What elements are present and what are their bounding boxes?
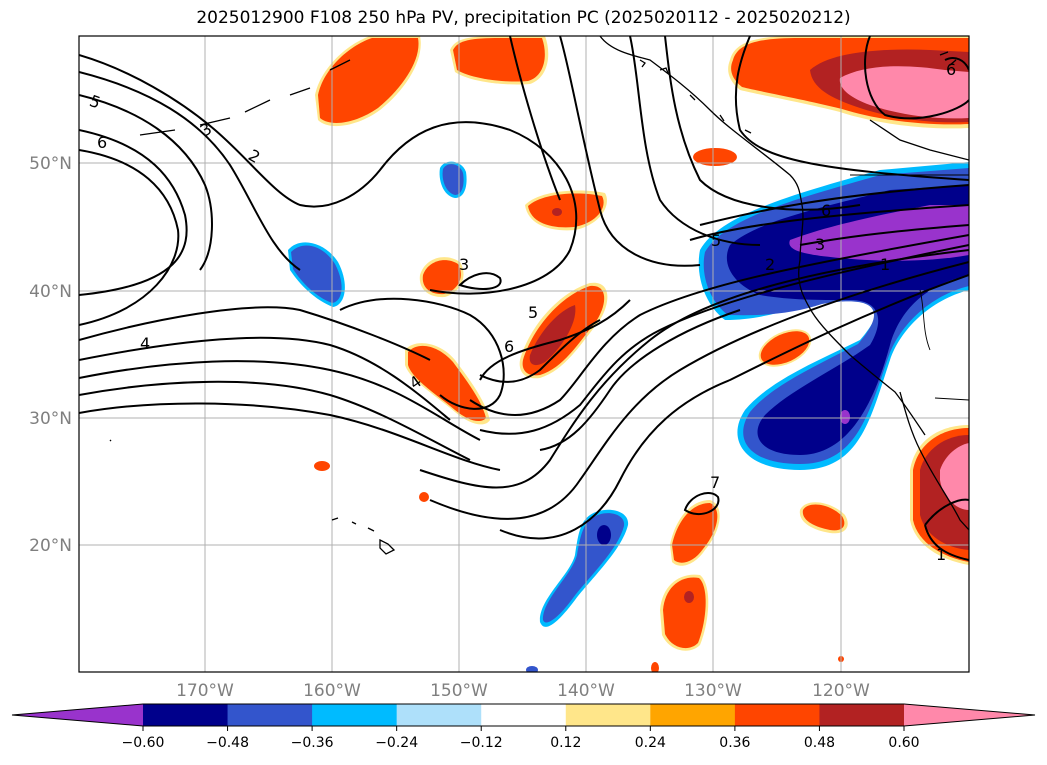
colorbar-tick-label: 0.24 (635, 735, 666, 751)
colorbar-tick-label: 0.60 (888, 735, 919, 751)
contour-label: 6 (97, 133, 107, 152)
contour-label: 1 (936, 545, 946, 564)
lat-label-40n: 40°N (29, 282, 72, 302)
colorbar: −0.60 −0.48 −0.36 −0.24 −0.12 0.12 0.24 0.36 0.4… (11, 703, 1036, 751)
colorbar-tick-label: 0.36 (719, 735, 750, 751)
latitude-labels: 50°N 40°N 30°N 20°N (29, 154, 72, 556)
contour-label: 2 (765, 255, 775, 274)
colorbar-segment (734, 704, 820, 726)
colorbar-segment (650, 704, 736, 726)
coastlines (109, 36, 969, 555)
lon-label-130w: 130°W (684, 681, 742, 701)
colorbar-tick-label: 0.48 (804, 735, 835, 751)
contour-label: 6 (504, 337, 514, 356)
colorbar-extend-low (12, 704, 143, 726)
contour-label: 5 (711, 231, 721, 250)
lon-label-170w: 170°W (176, 681, 234, 701)
lon-label-150w: 150°W (430, 681, 488, 701)
pv-contours (79, 36, 969, 561)
map-title: 2025012900 F108 250 hPa PV, precipitatio… (196, 8, 851, 28)
colorbar-tick-label: −0.12 (460, 735, 503, 751)
colorbar-segment (819, 704, 905, 726)
colorbar-segment (227, 704, 313, 726)
contour-label: 5 (528, 303, 538, 322)
contour-label: 4 (140, 334, 150, 353)
colorbar-tick-label: 0.12 (550, 735, 581, 751)
colorbar-tick-label: −0.24 (375, 735, 418, 751)
longitude-labels: 170°W 160°W 150°W 140°W 130°W 120°W (176, 681, 870, 701)
contour-label: 7 (710, 473, 720, 492)
map-border (78, 35, 970, 673)
colorbar-segment (396, 704, 482, 726)
colorbar-tick-label: −0.36 (291, 735, 334, 751)
colorbar-extend-high (904, 704, 1035, 726)
colorbar-tick-label: −0.60 (122, 735, 165, 751)
lon-label-140w: 140°W (557, 681, 615, 701)
colorbar-tick-label: −0.48 (206, 735, 249, 751)
lat-label-30n: 30°N (29, 409, 72, 429)
gridlines (79, 36, 969, 672)
contour-label: 6 (821, 201, 831, 220)
colorbar-segment (312, 704, 398, 726)
lat-label-20n: 20°N (29, 536, 72, 556)
colorbar-segment (481, 704, 567, 726)
contour-label: 6 (946, 60, 956, 79)
colorbar-segment (565, 704, 651, 726)
lon-label-160w: 160°W (303, 681, 361, 701)
lat-label-50n: 50°N (29, 154, 72, 174)
contour-label: 3 (459, 255, 469, 274)
colorbar-segment (143, 704, 229, 726)
lon-label-120w: 120°W (812, 681, 870, 701)
contour-label: 1 (880, 255, 890, 274)
contour-label: 3 (815, 235, 825, 254)
